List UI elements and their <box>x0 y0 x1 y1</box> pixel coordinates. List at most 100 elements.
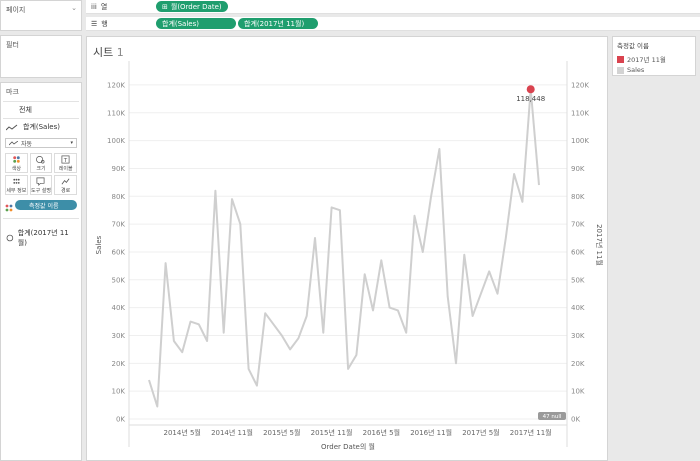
tooltip-button[interactable]: 도구 설명 <box>29 175 53 195</box>
sales-point <box>281 334 283 336</box>
color-dots-icon <box>5 204 13 212</box>
rows-shelf[interactable]: ☰ 행 합계(Sales) 합계(2017년 11월) <box>86 17 700 31</box>
y-tick-left: 80K <box>112 193 126 201</box>
sales-point <box>198 323 200 325</box>
sales-point <box>173 340 175 342</box>
tooltip-icon <box>37 177 45 186</box>
calendar-icon: ⊞ <box>162 2 168 11</box>
order-date-pill[interactable]: ⊞ 월(Order Date) <box>156 1 228 12</box>
rows-icon: ☰ <box>91 19 98 28</box>
nov-2017-point-label: 118,448 <box>516 95 545 103</box>
sales-point <box>181 351 183 353</box>
sales-point <box>214 190 216 192</box>
sales-point <box>272 323 274 325</box>
marks-nov-label: 합계(2017년 11월) <box>17 229 69 247</box>
circle-mark-icon <box>6 234 14 242</box>
filters-panel[interactable]: 필터 <box>0 35 82 78</box>
x-tick: 2016년 5월 <box>363 428 400 437</box>
y-tick-right: 120K <box>571 81 589 89</box>
y-tick-right: 0K <box>571 416 580 424</box>
color-label: 색상 <box>11 165 21 172</box>
color-button[interactable]: 색상 <box>5 153 28 173</box>
line-chart-icon <box>6 124 18 130</box>
sales-point <box>496 293 498 295</box>
sales-point <box>256 384 258 386</box>
line-mark-icon <box>9 140 18 145</box>
line-chart[interactable]: 0K 0K 10K 10K 20K 20K 30K 30K 40K 40K 50K 50K 60K 60K… <box>87 37 609 461</box>
marks-nov-layer[interactable]: 합계(2017년 11월) <box>1 225 81 251</box>
nov-2017-pill[interactable]: 합계(2017년 11월) <box>238 18 318 29</box>
label-icon: T <box>61 155 70 163</box>
sales-point <box>447 295 449 297</box>
y-tick-left: 120K <box>107 81 125 89</box>
x-tick: 2017년 5월 <box>462 428 499 437</box>
detail-dots-icon <box>13 178 20 184</box>
pages-title: 페이지 <box>6 6 26 14</box>
sales-point <box>164 262 166 264</box>
sales-point <box>397 309 399 311</box>
marks-sales-layer[interactable]: 합계(Sales) <box>1 119 81 135</box>
sales-point <box>239 223 241 225</box>
sales-point <box>339 209 341 211</box>
sales-pill[interactable]: 합계(Sales) <box>156 18 236 29</box>
sales-point <box>463 254 465 256</box>
sales-point <box>505 237 507 239</box>
size-button[interactable]: 크기 <box>29 153 53 173</box>
y-tick-left: 20K <box>112 360 126 368</box>
caret-down-icon: ▾ <box>70 140 73 146</box>
sales-point <box>380 259 382 261</box>
sales-point <box>513 173 515 175</box>
x-tick: 2015년 5월 <box>263 428 300 437</box>
mark-type-select[interactable]: 자동 ▾ <box>5 138 77 148</box>
label-button[interactable]: T 레이블 <box>54 153 77 173</box>
sales-point <box>430 195 432 197</box>
legend-title: 측정값 이름 <box>617 42 649 50</box>
y-tick-right: 80K <box>571 193 585 201</box>
marks-sales-label: 합계(Sales) <box>23 123 60 131</box>
sales-point <box>330 206 332 208</box>
sales-point <box>148 379 150 381</box>
y-tick-right: 90K <box>571 165 585 173</box>
sheet-title-text: 시트 <box>93 46 117 59</box>
sales-point <box>364 273 366 275</box>
measure-names-pill-label: 측정값 이름 <box>29 202 59 210</box>
path-icon <box>61 178 70 184</box>
path-label: 경로 <box>61 187 71 194</box>
sales-point <box>488 270 490 272</box>
x-tick: 2014년 5월 <box>164 428 201 437</box>
legend-item-sales[interactable]: Sales <box>613 65 695 75</box>
sales-point <box>405 331 407 333</box>
label-label: 레이블 <box>58 165 73 172</box>
chevron-down-icon[interactable]: ⌄ <box>71 4 77 12</box>
y-tick-left: 40K <box>112 304 126 312</box>
y-tick-right: 70K <box>571 221 585 229</box>
detail-button[interactable]: 세부 정보 <box>5 175 28 195</box>
encoding-buttons: 색상 크기 T 레이블 세부 정보 도구 설명 경로 <box>1 151 81 197</box>
sales-point <box>438 148 440 150</box>
x-tick: 2015년 11월 <box>311 428 353 437</box>
null-badge <box>538 412 566 420</box>
columns-shelf[interactable]: iii 열 ⊞ 월(Order Date) <box>86 0 700 14</box>
x-tick: 2017년 11월 <box>510 428 552 437</box>
marks-all-tab[interactable]: 전체 <box>1 102 81 118</box>
y-tick-right: 100K <box>571 137 589 145</box>
legend-swatch-nov-2017 <box>617 55 624 63</box>
x-tick: 2014년 11월 <box>211 428 253 437</box>
sales-point <box>206 340 208 342</box>
marks-title: 마크 <box>6 88 19 96</box>
legend: 측정값 이름 2017년 11월 Sales <box>612 36 696 76</box>
columns-icon: iii <box>91 2 97 11</box>
y-axis-title-right: 2017년 11월 <box>595 224 604 266</box>
y-tick-right: 20K <box>571 360 585 368</box>
measure-pill-row: 측정값 이름 <box>5 200 81 212</box>
legend-item-nov-2017[interactable]: 2017년 11월 <box>613 53 695 65</box>
sales-point <box>231 198 233 200</box>
path-button[interactable]: 경로 <box>54 175 77 195</box>
y-tick-right: 50K <box>571 276 585 284</box>
columns-label: 열 <box>100 2 108 11</box>
measure-names-pill[interactable]: 측정값 이름 <box>15 200 77 210</box>
y-axis-title-left: Sales <box>95 235 103 254</box>
svg-text:T: T <box>63 157 68 163</box>
sales-point <box>388 306 390 308</box>
marks-all-label: 전체 <box>19 106 32 114</box>
